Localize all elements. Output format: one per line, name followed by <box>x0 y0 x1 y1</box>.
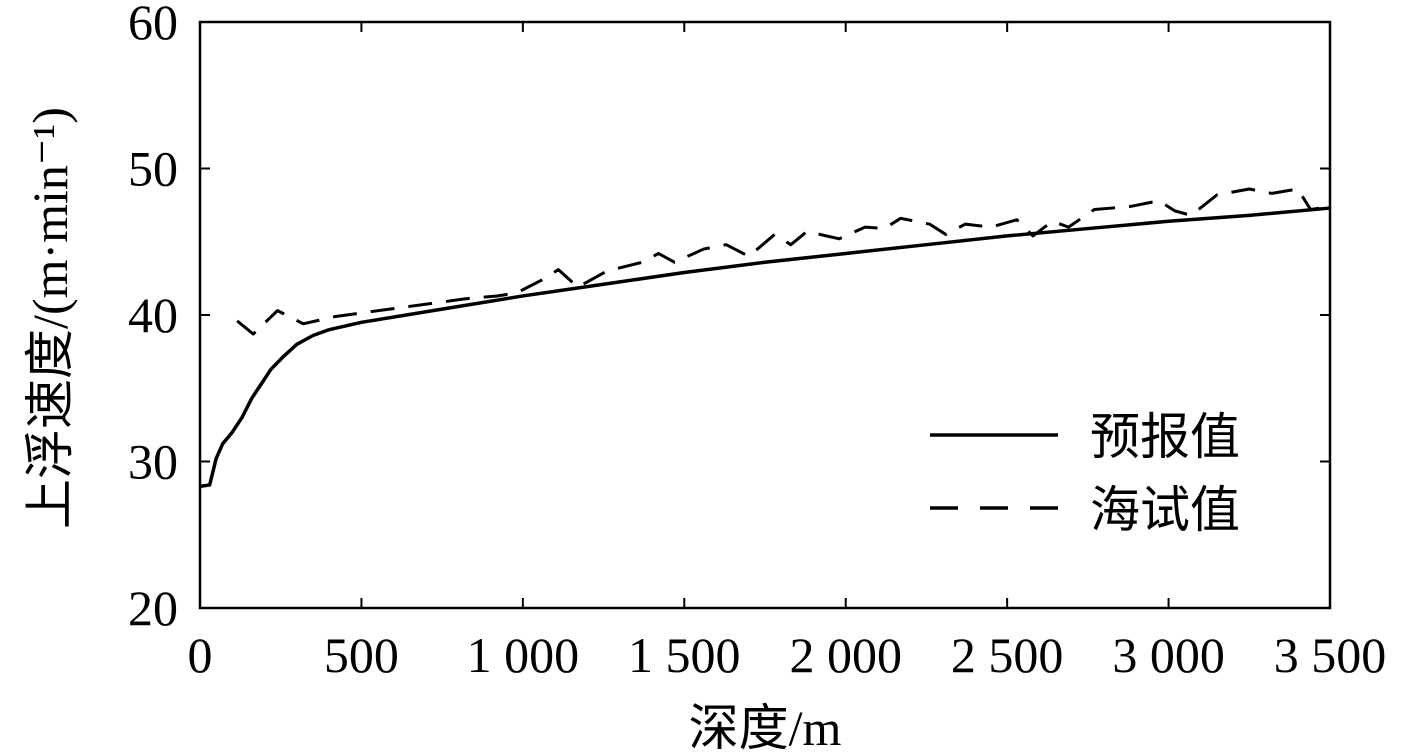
x-tick-label: 1 000 <box>467 627 580 683</box>
x-tick-label: 2 500 <box>951 627 1064 683</box>
y-tick-label: 60 <box>128 0 178 50</box>
x-axis-title: 深度/m <box>689 700 842 755</box>
x-tick-label: 1 500 <box>628 627 741 683</box>
legend: 预报值 海试值 <box>930 409 1240 538</box>
tick-layer <box>199 21 1331 609</box>
tick-label-layer: 0 500 1 000 1 500 2 000 2 500 3 000 3 500 20 30 40… <box>128 0 1386 683</box>
x-tick-label: 500 <box>324 627 399 683</box>
y-tick-label: 40 <box>128 287 178 343</box>
x-tick-label: 2 000 <box>789 627 902 683</box>
y-tick-label: 50 <box>128 141 178 197</box>
x-tick-label: 3 500 <box>1274 627 1387 683</box>
series-layer <box>199 187 1331 489</box>
y-tick-label: 30 <box>128 434 178 490</box>
x-tick-label: 0 <box>188 627 213 683</box>
legend-label-sea-trial: 海试值 <box>1090 482 1240 538</box>
series-line-sea-trial <box>236 187 1331 336</box>
y-axis-title: 上浮速度/(m·min⁻¹) <box>22 107 78 529</box>
y-tick-label: 20 <box>128 580 178 636</box>
series-line-forecast <box>199 206 1331 489</box>
legend-label-forecast: 预报值 <box>1090 409 1240 465</box>
x-tick-label: 3 000 <box>1112 627 1225 683</box>
